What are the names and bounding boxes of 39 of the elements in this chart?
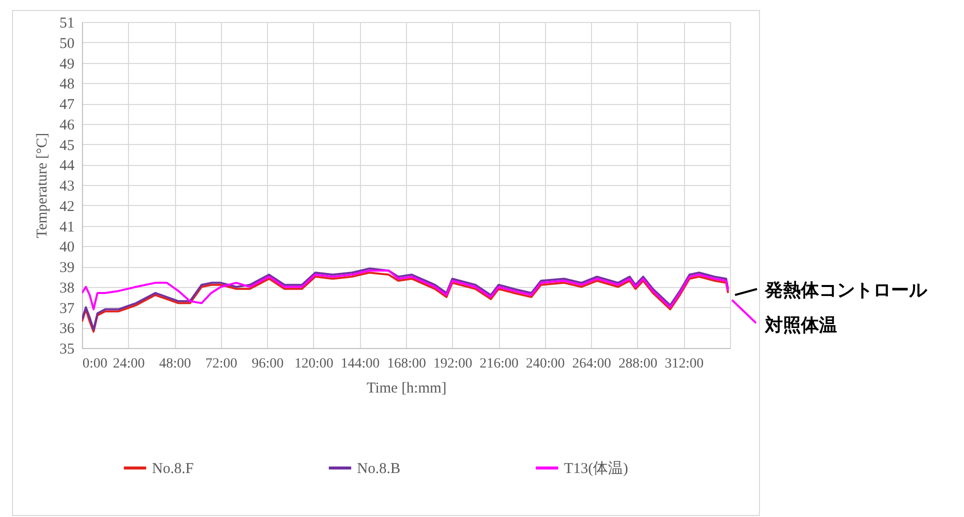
x-tick-label: 48:00	[159, 356, 192, 372]
x-tick-label: 96:00	[252, 356, 284, 372]
x-tick-label: 72:00	[205, 356, 238, 372]
x-tick-label: 288:00	[618, 356, 658, 372]
y-tick-label: 51	[60, 16, 74, 32]
y-tick-label: 42	[60, 198, 74, 215]
x-tick-label: 216:00	[480, 356, 519, 372]
y-axis-title: Temperature [°C]	[34, 132, 50, 238]
legend-label: No.8.B	[357, 461, 400, 477]
text: 対照体温	[765, 314, 837, 337]
x-tick-label: 0:00	[82, 356, 108, 372]
y-tick-label: 38	[60, 280, 74, 296]
x-tick-label: 264:00	[572, 356, 612, 372]
legend-label: T13(体温)	[564, 460, 628, 477]
y-tick-label: 41	[60, 219, 74, 236]
x-tick-label: 24:00	[112, 356, 145, 372]
y-tick-label: 45	[60, 138, 74, 154]
legend-label: No.8.F	[152, 461, 194, 477]
y-tick-label: 40	[60, 240, 74, 256]
x-tick-label: 192:00	[433, 356, 472, 372]
y-tick-label: 47	[60, 97, 75, 113]
y-tick-label: 35	[60, 342, 74, 358]
x-tick-label: 120:00	[294, 356, 334, 372]
y-tick-label: 43	[60, 178, 74, 194]
y-tick-label: 37	[60, 300, 75, 317]
x-tick-label: 168:00	[387, 356, 426, 372]
y-tick-label: 46	[60, 117, 75, 134]
y-tick-label: 50	[60, 36, 74, 52]
y-tick-label: 39	[60, 260, 74, 276]
line-series	[82, 270, 730, 310]
x-tick-label: 312:00	[664, 356, 704, 372]
y-tick-label: 49	[60, 56, 74, 72]
y-tick-label: 44	[60, 158, 75, 174]
x-axis-title: Time [h:mm]	[366, 380, 446, 396]
text: 発熱体コントロール	[765, 279, 927, 302]
y-tick-label: 48	[60, 76, 74, 93]
y-tick-label: 36	[60, 321, 75, 338]
x-tick-label: 144:00	[340, 356, 380, 372]
x-tick-label: 240:00	[526, 356, 565, 372]
